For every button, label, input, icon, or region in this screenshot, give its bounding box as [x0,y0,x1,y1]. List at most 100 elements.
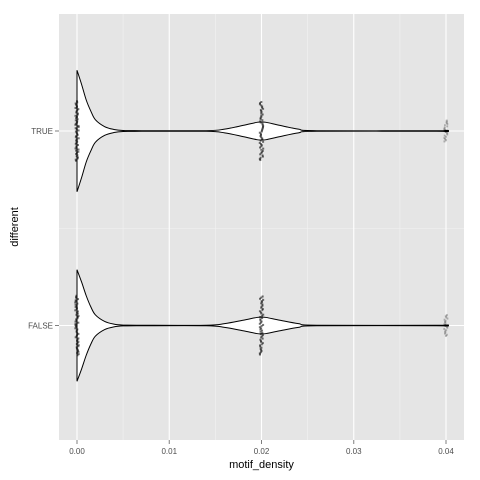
data-point [261,122,264,125]
data-point [74,301,77,304]
data-point [260,115,263,118]
data-point [260,104,263,107]
data-point [75,294,78,297]
data-point [77,349,80,352]
data-point [445,333,448,336]
data-point [260,325,263,328]
data-point [443,130,446,132]
data-point [259,156,262,159]
data-point [261,329,264,332]
data-point [261,113,264,116]
data-point [260,148,263,151]
data-point [260,302,263,305]
data-point [76,157,79,160]
data-point [77,126,80,129]
data-point [262,323,265,326]
data-point [258,352,261,355]
data-point [262,124,265,127]
x-axis: 0.00 0.01 0.02 0.03 0.04 [69,440,454,456]
data-point [76,339,78,342]
data-point [259,139,262,142]
data-point [260,335,263,338]
data-point [76,348,79,351]
data-point [76,140,79,143]
data-point [76,317,79,320]
data-point [445,314,448,317]
data-point [259,297,262,300]
data-point [75,146,78,149]
data-point [75,308,78,311]
data-point [262,107,265,110]
data-point [76,341,79,344]
data-point [76,101,79,104]
data-point [261,331,264,334]
data-point [259,328,262,331]
data-point [259,345,262,348]
data-point [77,298,80,301]
data-point [446,125,449,128]
data-point [75,343,78,346]
data-point [262,140,265,143]
data-point [260,136,263,139]
grid-minor [59,14,464,440]
data-point [444,315,447,318]
data-point [74,299,77,302]
data-point [259,108,262,111]
data-point [75,141,78,144]
data-point [75,138,78,141]
data-point [74,305,77,308]
data-point [260,336,263,339]
data-point [76,105,79,108]
data-point [259,351,262,354]
data-point [446,326,449,329]
data-point [445,121,448,124]
data-point [261,128,264,131]
data-point [75,159,78,162]
data-point [258,326,261,329]
data-point [258,131,261,134]
data-point [261,342,264,345]
data-point [74,323,77,326]
x-tick-label: 0.00 [69,447,85,456]
data-point [445,329,448,332]
data-point [259,118,262,121]
data-point [259,339,262,342]
data-point [260,300,263,303]
data-point [77,344,80,347]
data-point [260,110,263,113]
data-point [75,117,78,120]
data-point [261,127,264,130]
data-point [261,149,264,152]
data-point [259,338,262,341]
data-point [75,131,78,134]
data-point [74,309,77,312]
data-point [77,337,80,340]
data-point [75,149,78,152]
data-point [76,154,79,157]
y-tick-label: FALSE [28,322,53,331]
data-point [260,296,263,299]
data-point [260,144,263,147]
data-point [76,118,79,121]
data-point [260,145,263,148]
data-point [259,315,262,318]
data-point [258,310,261,313]
data-point [259,318,262,321]
data-point [259,135,262,138]
data-point [74,303,77,306]
data-point [259,132,262,135]
data-point [444,334,447,337]
y-axis-title: different [9,207,21,247]
data-point [444,331,447,334]
data-point [75,100,78,103]
x-tick-label: 0.02 [254,447,270,456]
data-point [444,138,447,141]
data-point [77,353,80,356]
data-point [74,127,77,130]
data-point [74,106,77,109]
data-point [76,310,79,313]
data-point [260,112,263,115]
data-point [261,137,264,140]
data-point [259,116,262,119]
data-point [76,132,79,135]
